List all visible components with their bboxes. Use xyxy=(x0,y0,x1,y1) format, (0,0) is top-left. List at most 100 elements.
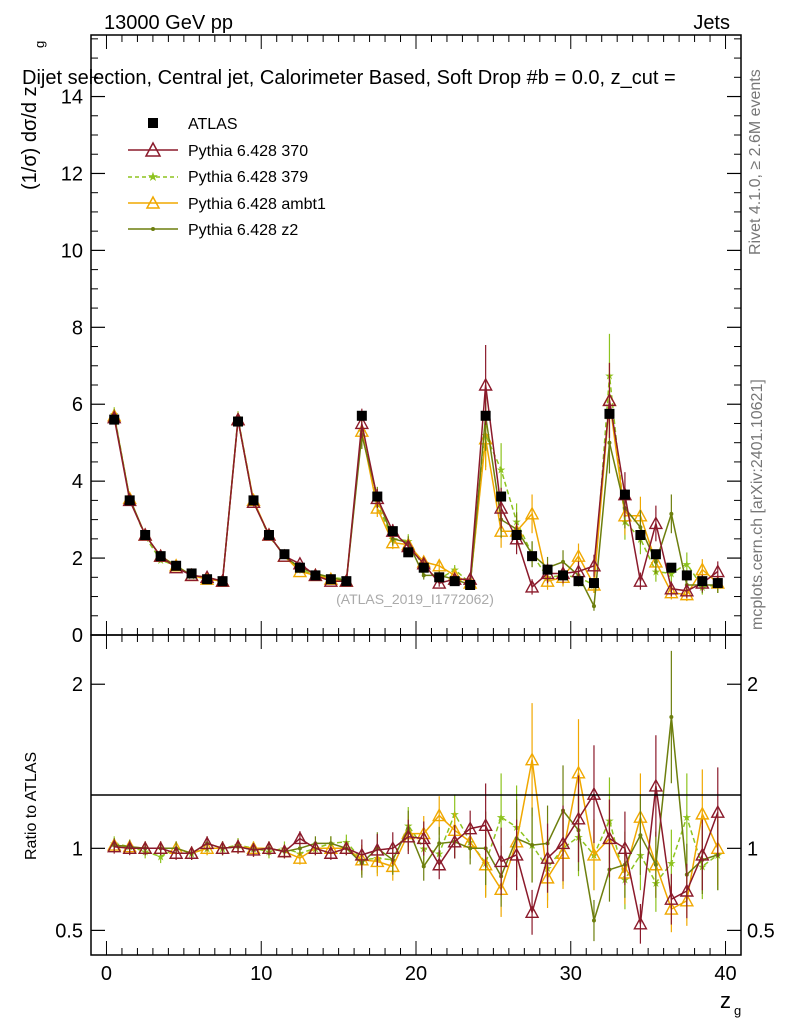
mc-point xyxy=(385,535,400,549)
data-point xyxy=(558,570,569,581)
ratio-point xyxy=(370,853,385,868)
x-tick-label: 40 xyxy=(714,963,736,985)
data-point xyxy=(666,562,677,573)
mc-point: ★ xyxy=(496,465,506,477)
mc-point xyxy=(607,440,612,445)
ratio-point xyxy=(602,831,617,845)
ratio-y-tick-label: 0.5 xyxy=(747,920,775,942)
ratio-point xyxy=(540,850,555,864)
series-line xyxy=(113,400,719,596)
main-ylabel-subscript: g xyxy=(32,41,47,48)
mc-point xyxy=(679,583,695,597)
data-point xyxy=(712,578,723,589)
data-point xyxy=(356,410,367,421)
xlabel: z xyxy=(720,988,731,1013)
data-point xyxy=(248,495,259,506)
ratio-line xyxy=(114,717,719,921)
ratio-point xyxy=(416,831,431,845)
ratio-point xyxy=(246,842,261,856)
mc-point xyxy=(664,585,679,599)
legend-entry-370: Pythia 6.428 370 xyxy=(128,141,308,160)
y-tick-label: 12 xyxy=(61,163,83,185)
data-point xyxy=(588,578,599,589)
series-line xyxy=(113,384,719,592)
y-tick-label: 4 xyxy=(72,471,83,493)
ratio-series-0 xyxy=(107,735,725,944)
ratio-point xyxy=(478,817,493,832)
mc-point xyxy=(432,558,447,572)
ratio-point xyxy=(432,857,447,871)
data-point xyxy=(341,576,352,587)
mc-point: ★ xyxy=(682,559,692,571)
ratio-point xyxy=(339,840,354,855)
data-point xyxy=(310,570,321,581)
y-tick-label: 6 xyxy=(72,394,83,416)
x-tick-label: 30 xyxy=(560,963,582,985)
legend-marker-star: ★ xyxy=(147,169,159,184)
x-tick-label: 20 xyxy=(405,963,427,985)
ratio-point: ★ xyxy=(682,812,692,824)
data-point xyxy=(109,414,120,425)
mc-point xyxy=(493,500,509,514)
mc-point xyxy=(524,506,540,520)
ratio-point xyxy=(695,847,710,861)
ratio-point xyxy=(385,840,400,855)
ratio-series-1: ★★★★★★★★★★★★★★★★★★★★★★★★★★★★★★★★★★★★★★★★ xyxy=(109,773,723,912)
mc-point xyxy=(638,525,643,530)
ratio-point xyxy=(591,918,596,923)
ratio-point xyxy=(297,846,302,851)
rivet-version-label: Rivet 4.1.0, ≥ 2.6M events xyxy=(747,69,764,255)
ratio-point xyxy=(292,850,308,864)
ratio-point xyxy=(679,883,695,897)
legend-label-ambt1: Pythia 6.428 ambt1 xyxy=(188,196,326,213)
plot-title: Dijet selection, Central jet, Calorimete… xyxy=(22,67,676,89)
data-point xyxy=(372,491,383,502)
ratio-point xyxy=(168,845,184,859)
ratio-series-2 xyxy=(107,703,725,933)
main-series-layer: ★★★★★★★★★★★★★★★★★★★★★★★★★★★★★★★★★★★★★★★★ xyxy=(107,333,725,611)
header-left-label: 13000 GeV pp xyxy=(104,12,233,34)
data-point xyxy=(542,564,553,575)
mc-point xyxy=(653,559,658,564)
series-0 xyxy=(109,408,723,590)
data-point xyxy=(155,551,166,562)
mc-point xyxy=(561,559,566,564)
mc-point xyxy=(390,536,395,541)
ratio-point xyxy=(137,840,153,855)
ratio-point xyxy=(153,840,168,855)
data-point xyxy=(140,530,151,540)
legend: ATLAS Pythia 6.428 370 ★ Pythia 6.428 37… xyxy=(128,116,326,239)
legend-marker-square xyxy=(148,118,158,128)
mc-point xyxy=(421,573,426,578)
ratio-point xyxy=(323,845,339,859)
legend-label-370: Pythia 6.428 370 xyxy=(188,143,308,160)
mc-point xyxy=(586,558,602,572)
analysis-watermark: (ATLAS_2019_I1772062) xyxy=(336,591,494,607)
ratio-point xyxy=(524,752,540,766)
legend-entry-ambt1: Pythia 6.428 ambt1 xyxy=(128,195,326,213)
legend-entry-379: ★ Pythia 6.428 379 xyxy=(128,169,308,186)
ratio-point xyxy=(354,847,370,861)
data-point xyxy=(387,526,398,537)
ratio-point xyxy=(493,853,509,868)
y-tick-label: 8 xyxy=(72,317,83,339)
ratio-point xyxy=(230,839,246,853)
ratio-point xyxy=(648,778,664,792)
data-point xyxy=(449,576,460,587)
ratio-point xyxy=(370,842,385,856)
ratio-axis-ticks: 0 10 20 30 40 0.5 0.5 1 1 2 2 xyxy=(55,635,775,985)
ratio-point: ★ xyxy=(666,858,676,870)
data-point xyxy=(325,574,336,585)
data-point xyxy=(434,572,445,583)
data-point xyxy=(403,547,414,558)
ratio-point xyxy=(199,835,215,850)
ratio-point xyxy=(571,811,586,825)
mc-point xyxy=(524,579,540,593)
mc-point: ★ xyxy=(666,568,676,580)
ratio-point xyxy=(184,845,199,859)
ratio-point xyxy=(710,804,725,818)
ratio-point xyxy=(292,831,308,845)
ratio-point xyxy=(664,891,679,905)
data-point xyxy=(650,549,661,560)
